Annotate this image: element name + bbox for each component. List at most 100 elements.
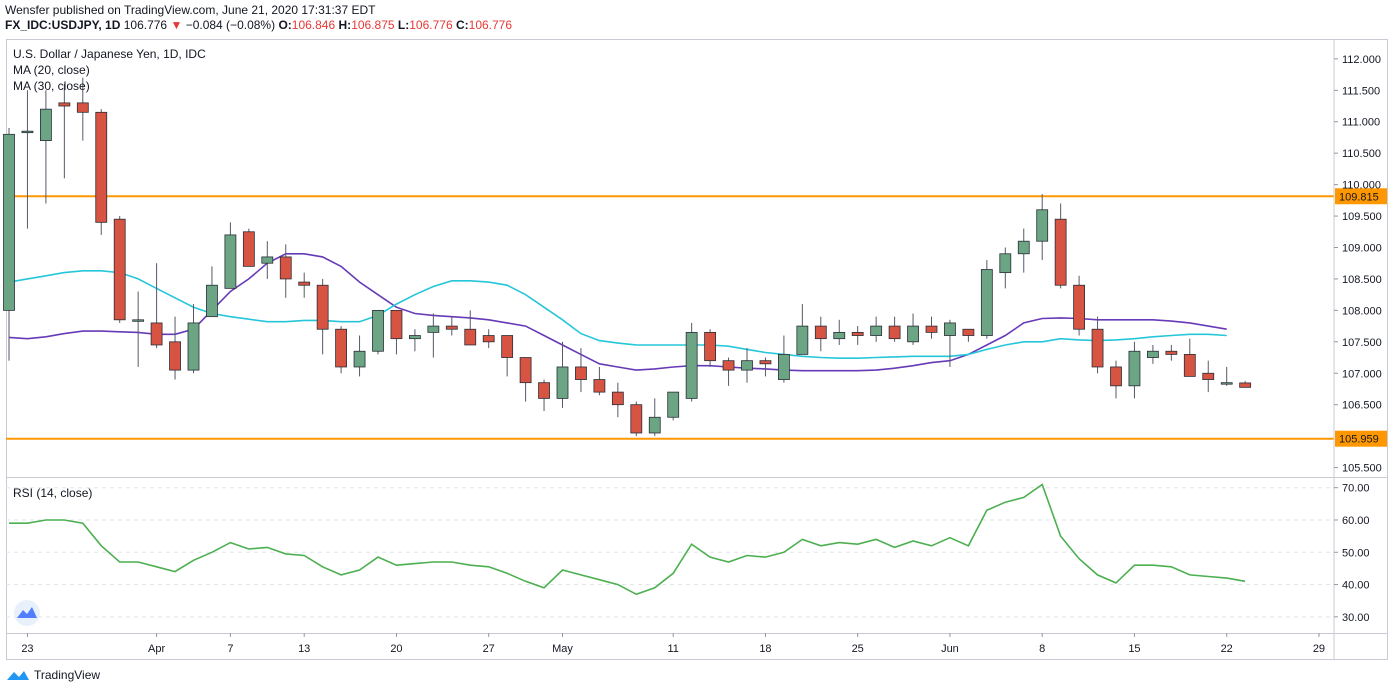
candle <box>1147 344 1159 364</box>
candle <box>1165 344 1178 361</box>
candle-body <box>980 269 993 336</box>
candle-body <box>1220 382 1233 385</box>
candle-body <box>833 331 846 340</box>
time-tick-label: 13 <box>298 643 310 655</box>
candle <box>298 272 311 298</box>
candle-body <box>667 391 680 418</box>
candle <box>1239 381 1252 388</box>
candle <box>611 382 624 418</box>
candle-body <box>925 325 938 333</box>
candle <box>759 357 772 377</box>
high-label: H: <box>338 18 352 32</box>
candle-body <box>704 331 716 362</box>
candle-body <box>519 357 532 384</box>
candle-body <box>575 366 587 380</box>
candle-body <box>796 325 809 355</box>
time-tick-label: 27 <box>483 643 495 655</box>
candle <box>722 357 735 386</box>
candle <box>704 329 716 367</box>
candle-body <box>58 102 71 107</box>
candle-body <box>113 218 126 321</box>
candle <box>206 266 218 318</box>
tradingview-watermark-icon <box>14 600 40 626</box>
price-tick-label: 108.000 <box>1342 305 1382 317</box>
candle-body <box>851 331 864 336</box>
candle <box>1073 275 1085 336</box>
candle-body <box>187 322 200 371</box>
candle-body <box>1128 350 1141 387</box>
candle <box>390 309 403 355</box>
time-tick-label: 29 <box>1313 643 1325 655</box>
price-tick-label: 107.000 <box>1342 368 1382 380</box>
candle-body <box>1091 328 1104 368</box>
candle <box>58 84 71 179</box>
candle <box>519 357 532 402</box>
open-label: O: <box>278 18 292 32</box>
price-tick-label: 111.500 <box>1342 85 1380 97</box>
candle <box>667 391 680 421</box>
candle-body <box>353 350 366 368</box>
time-tick-label: 25 <box>852 643 864 655</box>
rsi-line <box>9 483 1246 596</box>
candle-body <box>685 331 698 399</box>
level-price-label: 109.815 <box>1339 191 1379 203</box>
candle-body <box>1147 350 1159 358</box>
price-tick-label: 109.000 <box>1342 242 1382 254</box>
tradingview-footer[interactable]: TradingView <box>6 668 100 682</box>
candle <box>1110 360 1122 399</box>
candle-body <box>538 382 550 399</box>
candle-body <box>445 325 458 330</box>
candle-body <box>3 133 15 311</box>
price-tick-label: 110.500 <box>1342 148 1381 160</box>
candle <box>40 90 52 204</box>
rsi-legend: RSI (14, close) <box>13 486 92 500</box>
candle <box>980 260 993 339</box>
candle <box>1183 338 1196 377</box>
candle <box>685 322 698 402</box>
candle-body <box>316 284 329 330</box>
candle <box>648 398 661 437</box>
chart-title: U.S. Dollar / Japanese Yen, 1D, IDC <box>13 47 206 61</box>
candle <box>575 348 587 393</box>
candle <box>814 316 827 352</box>
price-tick-label: 107.500 <box>1342 337 1382 349</box>
candle <box>1202 360 1215 393</box>
candle-body <box>999 253 1012 274</box>
candle-body <box>741 360 753 371</box>
candle-body <box>464 328 477 346</box>
candle <box>261 241 274 279</box>
candle-body <box>888 325 901 340</box>
candle <box>1220 366 1233 386</box>
candle <box>870 316 883 342</box>
low-value: 106.776 <box>409 18 453 32</box>
candle-body <box>132 319 145 322</box>
candle-body <box>1017 240 1030 255</box>
open-value: 106.846 <box>291 18 336 32</box>
candle-body <box>335 328 348 368</box>
candle <box>169 316 181 380</box>
candle <box>556 341 569 408</box>
candle <box>1036 194 1049 261</box>
tradingview-logo-icon <box>7 671 29 680</box>
candle-body <box>501 335 514 358</box>
rsi-tick-label: 60.00 <box>1342 515 1370 527</box>
candle-body <box>224 234 237 289</box>
rsi-tick-label: 70.00 <box>1342 483 1370 495</box>
candle <box>962 328 975 342</box>
candle <box>150 263 163 349</box>
chart-frame <box>6 39 1388 660</box>
candle <box>335 326 348 374</box>
candle <box>132 291 145 367</box>
candle <box>925 316 938 339</box>
candle-body <box>907 325 919 343</box>
candle-body <box>1110 366 1122 387</box>
candle <box>796 304 809 355</box>
candle-body <box>759 360 772 365</box>
ma30-legend: MA (30, close) <box>13 79 90 93</box>
candle <box>445 316 458 336</box>
candle-body <box>206 284 218 318</box>
high-value: 106.875 <box>351 18 395 32</box>
candle-body <box>408 335 421 340</box>
publisher-text: Wensfer published on TradingView.com, Ju… <box>5 3 376 17</box>
